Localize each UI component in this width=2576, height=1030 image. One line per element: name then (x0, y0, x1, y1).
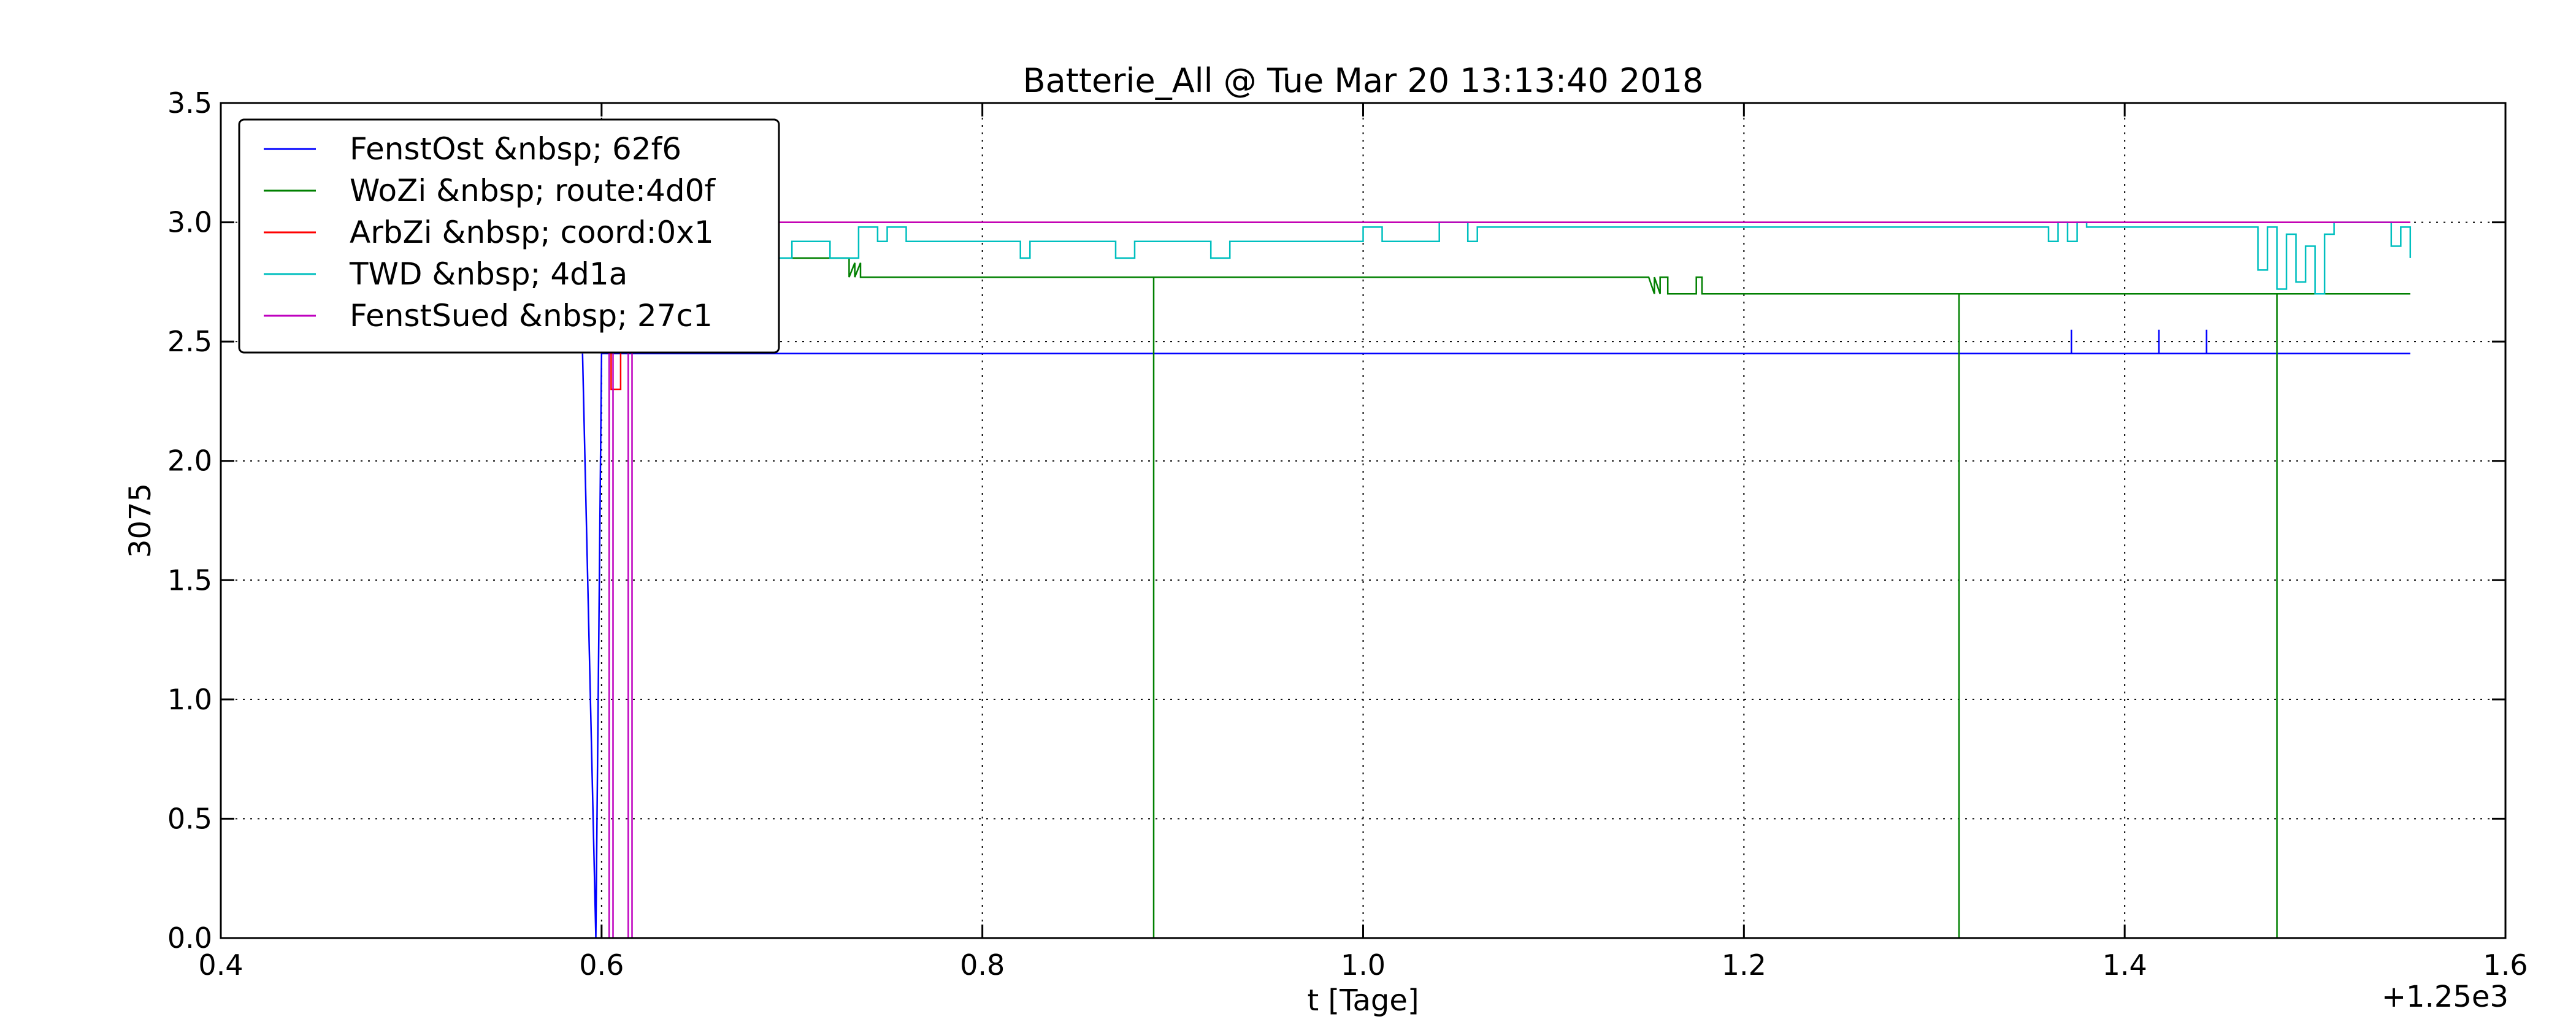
x-tick-label: 0.8 (960, 948, 1005, 982)
legend: FenstOst &nbsp; 62f6 WoZi &nbsp; route:4d… (238, 118, 780, 354)
x-tick-label: 1.0 (1341, 948, 1386, 982)
y-axis-label: 3075 (123, 483, 158, 558)
legend-label-4: TWD &nbsp; 4d1a (349, 256, 627, 292)
chart-title: Batterie_All @ Tue Mar 20 13:13:40 2018 (1023, 61, 1704, 100)
ticks (220, 102, 2507, 939)
y-tick-label: 0.0 (167, 921, 212, 955)
x-tick-label: 0.4 (198, 948, 243, 982)
legend-label-5: FenstSued &nbsp; 27c1 (350, 298, 713, 334)
y-tick-label: 1.0 (167, 683, 212, 716)
legend-label-2: WoZi &nbsp; route:4d0f (350, 173, 716, 208)
x-tick-label: 1.4 (2103, 948, 2147, 982)
x-tick-label: 1.6 (2483, 948, 2528, 982)
y-tick-label: 1.5 (167, 563, 212, 597)
legend-label-3: ArbZi &nbsp; coord:0x1 (350, 215, 714, 250)
series-line-2 (792, 257, 2410, 938)
x-tick-label: 0.6 (579, 948, 624, 982)
y-tick-label: 3.0 (167, 206, 212, 239)
y-tick-label: 2.5 (167, 325, 212, 358)
y-tick-label: 0.5 (167, 802, 212, 835)
y-tick-label: 2.0 (167, 444, 212, 478)
x-tick-label: 1.2 (1722, 948, 1766, 982)
legend-box (238, 118, 780, 354)
series-layer (581, 221, 2412, 938)
x-axis-label: t [Tage] (1307, 983, 1419, 1018)
legend-label-1: FenstOst &nbsp; 62f6 (350, 131, 681, 167)
y-tick-label: 3.5 (167, 86, 212, 120)
series-line-1 (581, 329, 2410, 938)
x-offset-label: +1.25e3 (2382, 980, 2509, 1014)
series-line-4 (601, 221, 2412, 295)
tick-labels: 0.4 0.6 0.8 1.0 1.2 1.4 1.6 0.0 0.5 1.0 1.5 2.0 2.5 3… (167, 86, 2528, 982)
